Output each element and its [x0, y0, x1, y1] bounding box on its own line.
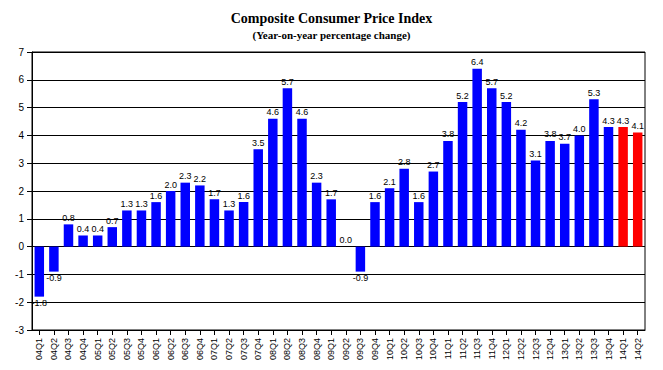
svg-text:5.7: 5.7: [281, 77, 294, 87]
svg-text:4.3: 4.3: [617, 116, 630, 126]
svg-text:4.3: 4.3: [602, 116, 615, 126]
svg-text:7: 7: [18, 47, 24, 58]
svg-text:10Q4: 10Q4: [428, 338, 438, 360]
svg-text:-0.9: -0.9: [46, 273, 62, 283]
svg-text:3.1: 3.1: [529, 149, 542, 159]
svg-text:09Q2: 09Q2: [341, 338, 351, 360]
svg-text:3.8: 3.8: [442, 129, 455, 139]
svg-text:08Q4: 08Q4: [312, 338, 322, 360]
svg-text:3.8: 3.8: [544, 129, 557, 139]
svg-text:6: 6: [18, 74, 24, 85]
svg-text:12Q2: 12Q2: [516, 338, 526, 360]
svg-text:12Q3: 12Q3: [531, 338, 541, 360]
svg-text:4.6: 4.6: [267, 107, 280, 117]
svg-text:11Q2: 11Q2: [458, 338, 468, 359]
svg-text:04Q4: 04Q4: [78, 338, 88, 360]
svg-text:1.6: 1.6: [413, 191, 426, 201]
svg-text:4.0: 4.0: [573, 124, 586, 134]
svg-text:04Q3: 04Q3: [63, 338, 73, 360]
svg-text:0.0: 0.0: [340, 235, 353, 245]
svg-text:2.0: 2.0: [164, 180, 177, 190]
svg-text:0.8: 0.8: [62, 213, 75, 223]
svg-text:06Q1: 06Q1: [151, 338, 161, 360]
svg-text:13Q1: 13Q1: [560, 338, 570, 360]
svg-text:12Q1: 12Q1: [501, 338, 511, 360]
svg-text:(Year-on-year percentage chang: (Year-on-year percentage change): [252, 29, 410, 42]
svg-text:08Q1: 08Q1: [268, 338, 278, 360]
svg-text:2.1: 2.1: [383, 177, 396, 187]
svg-text:-1.8: -1.8: [32, 298, 48, 308]
svg-text:04Q2: 04Q2: [49, 338, 59, 360]
svg-text:5.7: 5.7: [485, 77, 498, 87]
svg-text:2: 2: [18, 186, 24, 197]
svg-text:07Q2: 07Q2: [224, 338, 234, 360]
svg-text:1.6: 1.6: [237, 191, 250, 201]
svg-text:13Q3: 13Q3: [589, 338, 599, 360]
svg-text:09Q3: 09Q3: [355, 338, 365, 360]
svg-text:07Q4: 07Q4: [253, 338, 263, 360]
svg-text:4.2: 4.2: [515, 118, 528, 128]
svg-text:2.8: 2.8: [398, 157, 411, 167]
svg-text:5.2: 5.2: [456, 91, 469, 101]
svg-text:3: 3: [18, 158, 24, 169]
svg-text:1.3: 1.3: [121, 199, 134, 209]
svg-text:2.3: 2.3: [179, 171, 192, 181]
svg-text:08Q2: 08Q2: [282, 338, 292, 360]
svg-text:0.4: 0.4: [77, 224, 90, 234]
svg-text:1: 1: [18, 213, 24, 224]
svg-text:05Q3: 05Q3: [122, 338, 132, 360]
svg-text:09Q1: 09Q1: [326, 338, 336, 360]
svg-text:06Q4: 06Q4: [195, 338, 205, 360]
svg-text:1.3: 1.3: [223, 199, 236, 209]
svg-text:1.7: 1.7: [208, 188, 221, 198]
svg-text:11Q4: 11Q4: [487, 338, 497, 359]
svg-text:1.6: 1.6: [150, 191, 163, 201]
svg-text:0.4: 0.4: [91, 224, 104, 234]
svg-text:3.7: 3.7: [558, 132, 571, 142]
svg-text:-0.9: -0.9: [353, 273, 369, 283]
svg-text:1.6: 1.6: [369, 191, 382, 201]
svg-text:06Q2: 06Q2: [166, 338, 176, 360]
svg-text:5.2: 5.2: [500, 91, 513, 101]
svg-text:07Q3: 07Q3: [239, 338, 249, 360]
svg-text:13Q2: 13Q2: [574, 338, 584, 360]
svg-text:14Q1: 14Q1: [618, 338, 628, 360]
svg-text:4.6: 4.6: [296, 107, 309, 117]
svg-text:10Q1: 10Q1: [385, 338, 395, 360]
svg-text:07Q1: 07Q1: [209, 338, 219, 360]
svg-text:5.3: 5.3: [588, 88, 601, 98]
svg-text:Composite Consumer Price Index: Composite Consumer Price Index: [231, 11, 433, 26]
svg-text:05Q2: 05Q2: [107, 338, 117, 360]
svg-text:-1: -1: [15, 269, 24, 280]
svg-text:10Q2: 10Q2: [399, 338, 409, 360]
svg-text:2.2: 2.2: [194, 174, 207, 184]
svg-text:-2: -2: [15, 297, 24, 308]
svg-text:06Q3: 06Q3: [180, 338, 190, 360]
svg-text:5: 5: [18, 102, 24, 113]
svg-text:11Q3: 11Q3: [472, 338, 482, 359]
svg-text:14Q2: 14Q2: [633, 338, 643, 360]
svg-text:04Q1: 04Q1: [34, 338, 44, 360]
svg-text:05Q4: 05Q4: [136, 338, 146, 360]
svg-text:10Q3: 10Q3: [414, 338, 424, 360]
svg-text:12Q4: 12Q4: [545, 338, 555, 360]
svg-text:11Q1: 11Q1: [443, 338, 453, 359]
svg-text:6.4: 6.4: [471, 57, 484, 67]
svg-text:1.7: 1.7: [325, 188, 338, 198]
svg-text:1.3: 1.3: [135, 199, 148, 209]
svg-text:08Q3: 08Q3: [297, 338, 307, 360]
svg-text:09Q4: 09Q4: [370, 338, 380, 360]
svg-text:4.1: 4.1: [631, 121, 644, 131]
svg-text:05Q1: 05Q1: [93, 338, 103, 360]
svg-text:0.7: 0.7: [106, 216, 119, 226]
svg-text:2.7: 2.7: [427, 160, 440, 170]
svg-text:13Q4: 13Q4: [604, 338, 614, 360]
svg-text:4: 4: [18, 130, 24, 141]
svg-text:3.5: 3.5: [252, 138, 265, 148]
svg-text:0: 0: [18, 241, 24, 252]
svg-text:2.3: 2.3: [310, 171, 323, 181]
svg-text:-3: -3: [15, 325, 24, 336]
